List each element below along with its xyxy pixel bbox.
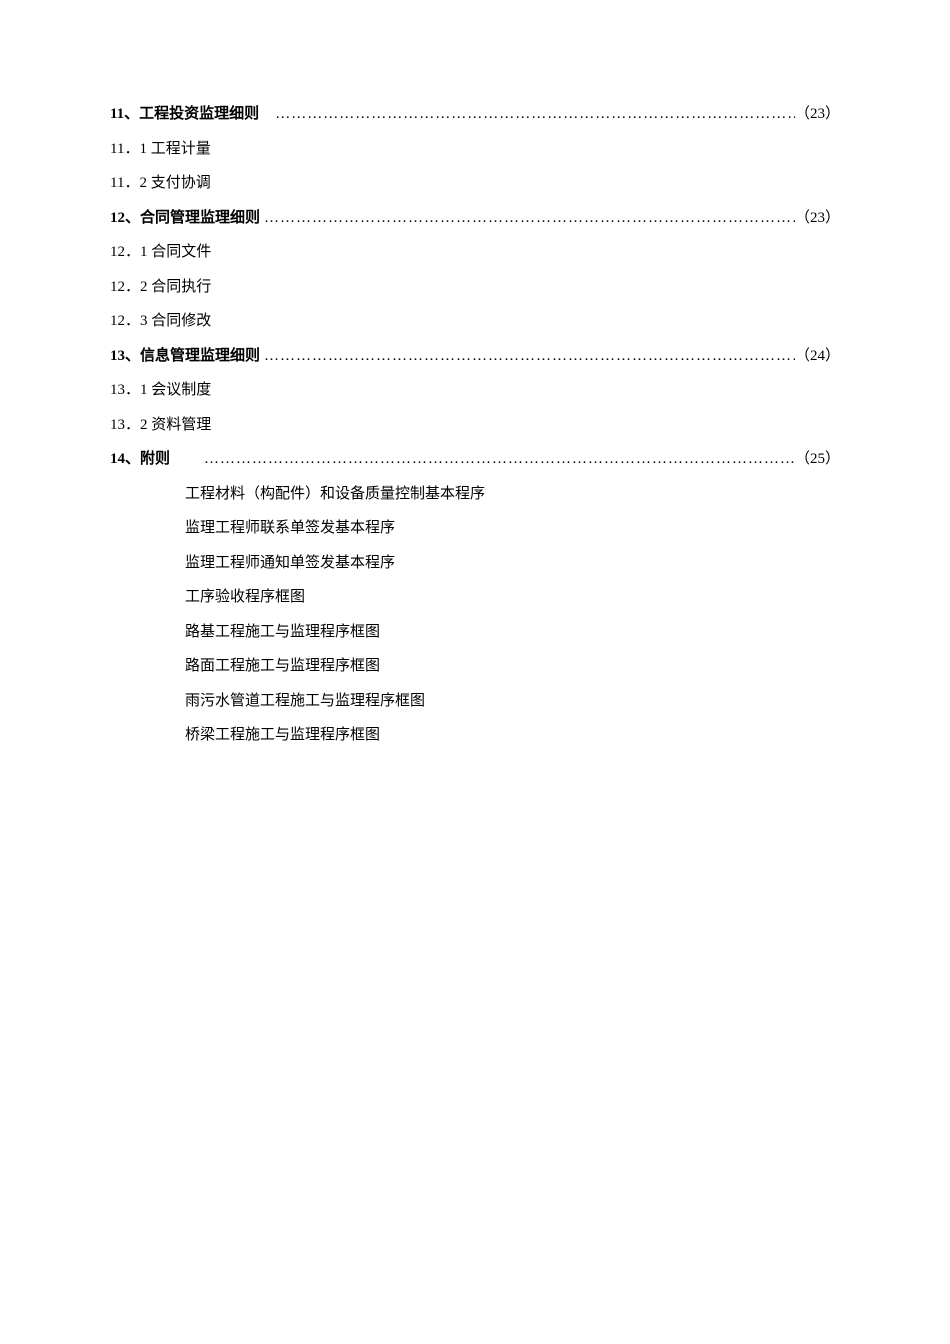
appendix-item-8: 桥梁工程施工与监理程序框图 bbox=[185, 721, 840, 750]
appendix-item-6: 路面工程施工与监理程序框图 bbox=[185, 652, 840, 681]
toc-entry-13: 13、信息管理监理细则 （24） bbox=[110, 342, 840, 371]
toc-sub-11-2: 11．2 支付协调 bbox=[110, 169, 840, 198]
toc-leader-13 bbox=[260, 342, 795, 371]
appendix-item-3: 监理工程师通知单签发基本程序 bbox=[185, 549, 840, 578]
appendix-item-4: 工序验收程序框图 bbox=[185, 583, 840, 612]
toc-leader-11 bbox=[271, 100, 795, 129]
toc-page-12: （23） bbox=[795, 204, 840, 233]
toc-entry-12: 12、合同管理监理细则 （23） bbox=[110, 204, 840, 233]
toc-sub-13-1: 13．1 会议制度 bbox=[110, 376, 840, 405]
toc-heading-14: 14、附则 bbox=[110, 445, 170, 474]
toc-page-14: （25） bbox=[795, 445, 840, 474]
toc-leader-12 bbox=[260, 204, 795, 233]
appendix-item-2: 监理工程师联系单签发基本程序 bbox=[185, 514, 840, 543]
toc-container: 11、工程投资监理细则 （23） 11．1 工程计量 11．2 支付协调 12、… bbox=[110, 100, 840, 750]
toc-leader-14 bbox=[200, 445, 795, 474]
appendix-item-5: 路基工程施工与监理程序框图 bbox=[185, 618, 840, 647]
toc-heading-11: 11、工程投资监理细则 bbox=[110, 100, 259, 129]
toc-sub-12-3: 12．3 合同修改 bbox=[110, 307, 840, 336]
toc-sub-13-2: 13．2 资料管理 bbox=[110, 411, 840, 440]
toc-sub-12-1: 12．1 合同文件 bbox=[110, 238, 840, 267]
toc-page-13: （24） bbox=[795, 342, 840, 371]
toc-sub-11-1: 11．1 工程计量 bbox=[110, 135, 840, 164]
toc-heading-12: 12、合同管理监理细则 bbox=[110, 204, 260, 233]
toc-page-11: （23） bbox=[795, 100, 840, 129]
toc-sub-12-2: 12．2 合同执行 bbox=[110, 273, 840, 302]
toc-heading-13: 13、信息管理监理细则 bbox=[110, 342, 260, 371]
toc-entry-14: 14、附则 （25） bbox=[110, 445, 840, 474]
appendix-item-7: 雨污水管道工程施工与监理程序框图 bbox=[185, 687, 840, 716]
appendix-item-1: 工程材料（构配件）和设备质量控制基本程序 bbox=[185, 480, 840, 509]
toc-entry-11: 11、工程投资监理细则 （23） bbox=[110, 100, 840, 129]
